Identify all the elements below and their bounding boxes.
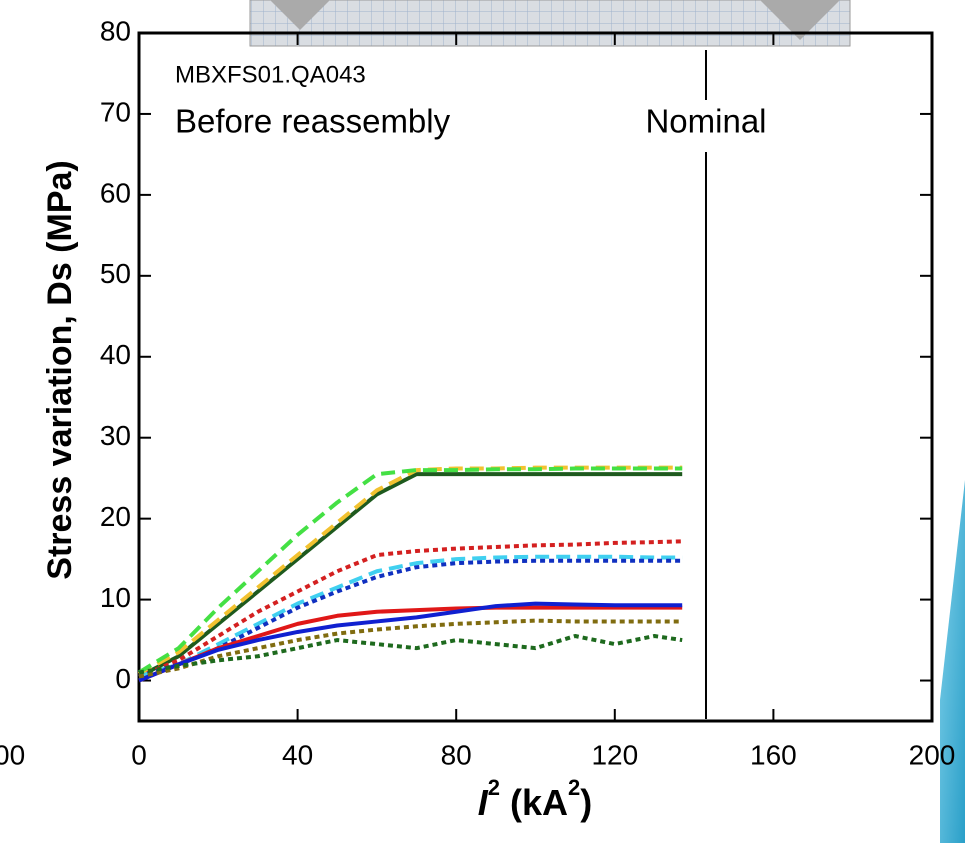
y-tick-label: 0 <box>115 663 131 694</box>
x-tick-label: 120 <box>591 739 638 770</box>
series-line <box>138 601 683 683</box>
y-tick-label: 70 <box>100 96 131 127</box>
x-tick-label: 80 <box>441 739 472 770</box>
label-bg <box>663 100 748 152</box>
y-tick-label: 40 <box>100 339 131 370</box>
series-line <box>138 539 683 679</box>
plot-frame <box>137 31 934 723</box>
y-axis-label: Stress variation, Ds (MPa) <box>41 160 79 579</box>
annotation: MBXFS01.QA043 <box>175 61 366 88</box>
x-tick-label: 40 <box>282 739 313 770</box>
y-tick-label: 60 <box>100 177 131 208</box>
y-tick-label: 80 <box>100 15 131 46</box>
photo <box>249 0 851 47</box>
x-label-part: 2 <box>568 775 580 800</box>
x-tick-label: 160 <box>750 739 797 770</box>
x-label-part: ) <box>580 782 592 823</box>
x-tick-label: 0 <box>131 739 147 770</box>
decoration <box>940 480 965 843</box>
x-axis-label: I2 (kA2) <box>478 775 593 823</box>
series-line <box>137 466 683 675</box>
annotation: Nominal <box>645 103 766 140</box>
annotation: Before reassembly <box>175 103 451 140</box>
y-tick-label: 30 <box>100 420 131 451</box>
x-label-part: 2 <box>488 775 500 800</box>
series-line <box>138 554 683 679</box>
x-label-part: I <box>478 782 489 823</box>
x-label-part: (kA <box>500 782 568 823</box>
y-tick-label: 10 <box>100 582 131 613</box>
y-tick-label: 20 <box>100 501 131 532</box>
series-line <box>138 618 683 679</box>
y-tick-label: 50 <box>100 258 131 289</box>
cut-label: 00 <box>0 739 25 770</box>
series-line <box>138 634 683 675</box>
x-tick-label: 200 <box>909 739 956 770</box>
series-line <box>138 558 683 679</box>
series-line <box>138 472 683 679</box>
series-line <box>138 605 683 683</box>
photo-parts <box>270 0 840 40</box>
